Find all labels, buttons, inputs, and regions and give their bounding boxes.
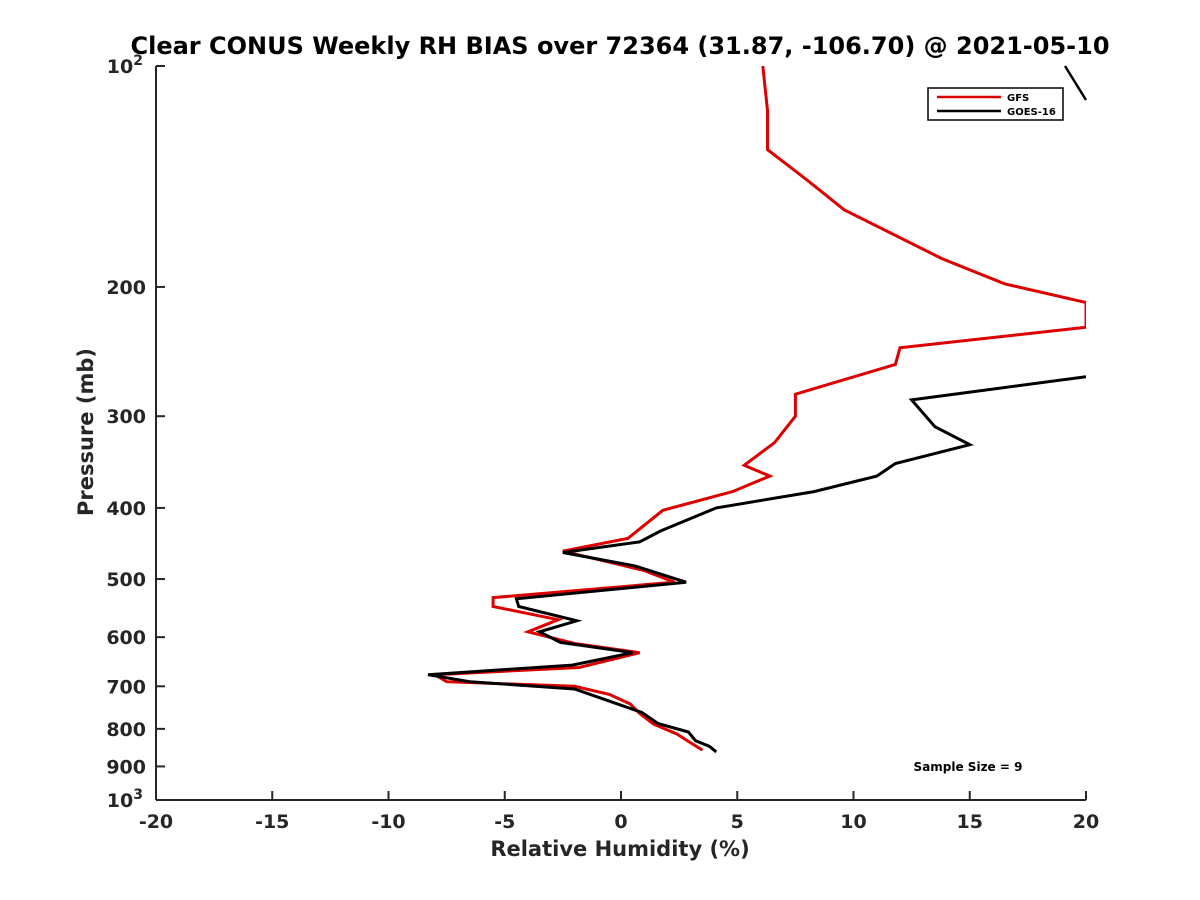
y-tick-label: 800 xyxy=(106,719,146,741)
y-axis-title: Pressure (mb) xyxy=(74,348,98,516)
y-tick-label: 200 xyxy=(106,277,146,299)
y-tick-label: 700 xyxy=(106,676,146,698)
x-tick-label: 15 xyxy=(957,811,983,833)
x-tick-label: 10 xyxy=(840,811,866,833)
y-tick-label: 900 xyxy=(106,756,146,778)
legend-box xyxy=(927,87,1064,121)
x-axis-title: Relative Humidity (%) xyxy=(490,837,749,861)
series-line-gfs xyxy=(430,66,1086,752)
y-tick-label: 300 xyxy=(106,406,146,428)
x-tick-label: 5 xyxy=(731,811,744,833)
x-tick-label: 0 xyxy=(614,811,627,833)
x-tick-label: -20 xyxy=(139,811,173,833)
chart-title: Clear CONUS Weekly RH BIAS over 72364 (3… xyxy=(130,32,1109,60)
y-tick-label: 400 xyxy=(106,498,146,520)
x-tick-label: -10 xyxy=(371,811,405,833)
x-tick-label: 20 xyxy=(1073,811,1099,833)
legend: GFS GOES-16 xyxy=(927,87,1064,121)
x-tick-label: -5 xyxy=(494,811,515,833)
y-tick-label: 600 xyxy=(106,627,146,649)
x-tick-label: -15 xyxy=(255,811,289,833)
y-tick-label: 102 xyxy=(107,53,143,78)
x-axis-ticks: -20 -15 -10 -5 0 5 10 15 20 xyxy=(139,791,1099,833)
y-tick-label: 500 xyxy=(106,569,146,591)
series-line-goes-16-upper-fragment xyxy=(1063,65,1088,101)
series-layer xyxy=(427,66,1086,754)
series-line-goes-16 xyxy=(427,375,1086,754)
legend-label: GOES-16 xyxy=(1007,107,1056,118)
y-axis-ticks: 102 200 300 400 500 600 700 800 900 103 xyxy=(106,53,165,812)
y-tick-label: 103 xyxy=(107,787,143,812)
plot-area: -20 -15 -10 -5 0 5 10 15 20 102 200 300 400 500 600 70… xyxy=(106,53,1099,833)
legend-label: GFS xyxy=(1007,93,1029,104)
sample-size-annotation: Sample Size = 9 xyxy=(914,760,1023,774)
